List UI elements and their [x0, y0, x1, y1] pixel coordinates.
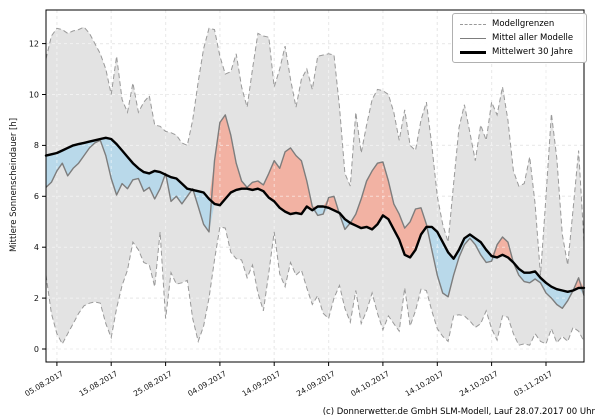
x-tick-label: 04.09.2017 — [186, 369, 228, 398]
black-line-icon — [460, 50, 486, 54]
model-mean-line — [45, 114, 585, 309]
y-tick-label: 4 — [34, 243, 39, 252]
y-tick-label: 12 — [29, 39, 39, 48]
tick-marks — [42, 43, 547, 366]
x-tick-label: 04.10.2017 — [349, 369, 391, 398]
y-tick-label: 0 — [34, 345, 39, 354]
legend-label: Modellgrenzen — [492, 19, 555, 29]
dashed-line-icon — [460, 23, 486, 25]
x-tick-label: 24.10.2017 — [458, 369, 500, 398]
x-tick-label: 15.08.2017 — [78, 369, 120, 398]
gridlines-over — [46, 10, 584, 362]
x-tick-label: 03.11.2017 — [512, 369, 554, 398]
upper-model-bound-line — [45, 26, 585, 276]
x-tick-label: 14.09.2017 — [241, 369, 283, 398]
y-axis-title: Mittlere Sonnenscheindauer [h] — [9, 117, 19, 253]
x-tick-label: 25.08.2017 — [132, 369, 174, 398]
mean-30y-line — [44, 136, 586, 293]
y-tick-label: 6 — [34, 192, 39, 201]
x-tick-label: 14.10.2017 — [404, 369, 446, 398]
y-tick-label: 10 — [29, 90, 39, 99]
legend: Modellgrenzen Mittel aller Modelle Mitte… — [452, 13, 587, 63]
legend-item-mittel-aller-modelle: Mittel aller Modelle — [460, 33, 582, 43]
plot-border — [45, 9, 585, 363]
gray-line-icon — [460, 37, 486, 39]
y-tick-label: 2 — [34, 294, 39, 303]
legend-item-mittelwert-30-jahre: Mittelwert 30 Jahre — [460, 47, 582, 57]
x-tick-label: 05.08.2017 — [23, 369, 65, 398]
x-tick-label: 24.09.2017 — [295, 369, 337, 398]
lower-model-bound-line — [45, 226, 585, 346]
legend-label: Mittelwert 30 Jahre — [492, 47, 573, 57]
legend-item-modellgrenzen: Modellgrenzen — [460, 19, 582, 29]
legend-label: Mittel aller Modelle — [492, 33, 574, 43]
copyright-caption: (c) Donnerwetter.de GmbH SLM-Modell, Lau… — [322, 407, 595, 417]
below-normal-fill — [46, 137, 584, 309]
y-tick-label: 8 — [34, 141, 39, 150]
